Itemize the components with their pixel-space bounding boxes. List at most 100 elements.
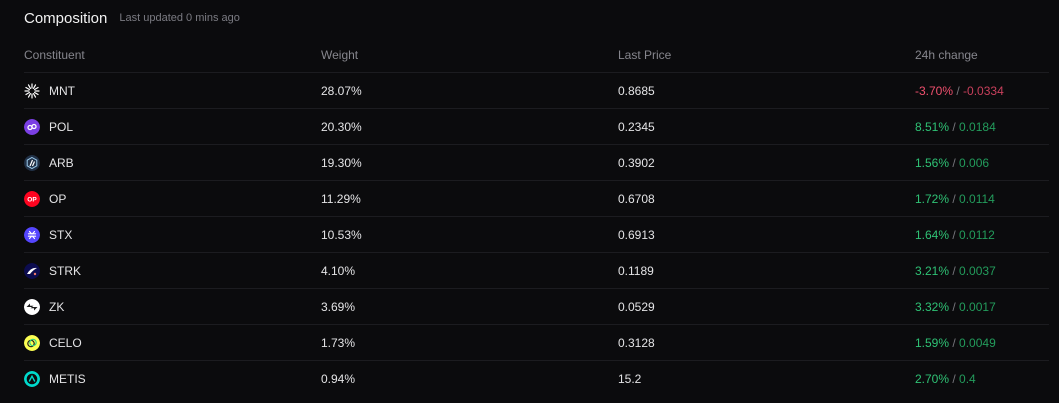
table-row[interactable]: ZK 3.69% 0.0529 3.32% / 0.0017 (24, 288, 1049, 325)
change-cell: 2.70% / 0.4 (915, 360, 1049, 396)
weight-cell: 4.10% (321, 252, 618, 289)
weight-cell: 28.07% (321, 72, 618, 109)
table-row[interactable]: POL 20.30% 0.2345 8.51% / 0.0184 (24, 108, 1049, 145)
constituent-symbol: MNT (49, 83, 75, 98)
change-absolute: -0.0334 (963, 83, 1004, 98)
change-cell: -3.70% / -0.0334 (915, 72, 1049, 109)
change-separator: / (952, 263, 960, 278)
last-price-cell: 15.2 (618, 360, 915, 396)
change-separator: / (952, 335, 960, 350)
table-header-row: Constituent Weight Last Price 24h change (24, 38, 1049, 73)
change-separator: / (952, 299, 960, 314)
change-percent: 1.59% (915, 335, 950, 350)
constituent-symbol: METIS (49, 371, 86, 386)
change-cell: 1.64% / 0.0112 (915, 216, 1049, 253)
weight-cell: 19.30% (321, 144, 618, 181)
constituent-symbol: OP (49, 191, 67, 206)
constituent-cell: ZK (24, 288, 321, 325)
panel-title: Composition (24, 9, 108, 27)
svg-text:OP: OP (27, 196, 37, 203)
last-price-cell: 0.3128 (618, 324, 915, 361)
constituent-symbol: ZK (49, 299, 65, 314)
table-row[interactable]: ARB 19.30% 0.3902 1.56% / 0.006 (24, 144, 1049, 181)
table-row[interactable]: OP OP 11.29% 0.6708 1.72% / 0.0114 (24, 180, 1049, 217)
change-cell: 1.56% / 0.006 (915, 144, 1049, 181)
arb-icon (24, 154, 40, 171)
constituent-cell: OP OP (24, 180, 321, 217)
change-percent: 3.32% (915, 299, 950, 314)
change-absolute: 0.0184 (959, 119, 996, 134)
composition-table: Constituent Weight Last Price 24h change… (24, 38, 1049, 396)
change-absolute: 0.0049 (959, 335, 996, 350)
change-absolute: 0.006 (959, 155, 990, 170)
change-cell: 1.59% / 0.0049 (915, 324, 1049, 361)
change-cell: 1.72% / 0.0114 (915, 180, 1049, 217)
celo-icon (24, 334, 40, 351)
col-constituent[interactable]: Constituent (24, 48, 85, 62)
last-price-cell: 0.6913 (618, 216, 915, 253)
weight-cell: 1.73% (321, 324, 618, 361)
last-price-cell: 0.6708 (618, 180, 915, 217)
weight-cell: 3.69% (321, 288, 618, 325)
constituent-symbol: ARB (49, 155, 74, 170)
change-separator: / (956, 83, 964, 98)
change-percent: 1.56% (915, 155, 950, 170)
constituent-cell: MNT (24, 72, 321, 109)
col-last-price[interactable]: Last Price (618, 48, 672, 62)
last-price-cell: 0.2345 (618, 108, 915, 145)
table-row[interactable]: METIS 0.94% 15.2 2.70% / 0.4 (24, 360, 1049, 396)
change-percent: 8.51% (915, 119, 950, 134)
constituent-symbol: STRK (49, 263, 82, 278)
weight-cell: 0.94% (321, 360, 618, 396)
last-price-cell: 0.8685 (618, 72, 915, 109)
change-separator: / (952, 119, 960, 134)
change-separator: / (952, 227, 960, 242)
table-row[interactable]: STRK 4.10% 0.1189 3.21% / 0.0037 (24, 252, 1049, 289)
change-absolute: 0.0112 (959, 227, 995, 242)
change-cell: 3.21% / 0.0037 (915, 252, 1049, 289)
last-price-cell: 0.3902 (618, 144, 915, 181)
mnt-icon (24, 82, 40, 99)
change-cell: 8.51% / 0.0184 (915, 108, 1049, 145)
constituent-symbol: STX (49, 227, 73, 242)
change-percent: 1.64% (915, 227, 950, 242)
constituent-symbol: POL (49, 119, 74, 134)
weight-cell: 20.30% (321, 108, 618, 145)
strk-icon (24, 262, 40, 279)
last-updated: Last updated 0 mins ago (119, 12, 240, 24)
constituent-symbol: CELO (49, 335, 82, 350)
change-percent: 2.70% (915, 371, 950, 386)
change-absolute: 0.4 (959, 371, 976, 386)
op-icon: OP (24, 190, 40, 207)
change-separator: / (952, 155, 960, 170)
constituent-cell: POL (24, 108, 321, 145)
change-absolute: 0.0017 (959, 299, 996, 314)
col-weight[interactable]: Weight (321, 48, 359, 62)
zk-icon (24, 298, 40, 315)
change-absolute: 0.0114 (959, 191, 995, 206)
change-percent: -3.70% (915, 83, 954, 98)
constituent-cell: CELO (24, 324, 321, 361)
change-percent: 3.21% (915, 263, 950, 278)
change-percent: 1.72% (915, 191, 950, 206)
weight-cell: 10.53% (321, 216, 618, 253)
last-price-cell: 0.1189 (618, 252, 915, 289)
table-row[interactable]: MNT 28.07% 0.8685 -3.70% / -0.0334 (24, 72, 1049, 109)
table-row[interactable]: STX 10.53% 0.6913 1.64% / 0.0112 (24, 216, 1049, 253)
col-24h-change[interactable]: 24h change (915, 48, 978, 62)
table-row[interactable]: CELO 1.73% 0.3128 1.59% / 0.0049 (24, 324, 1049, 361)
change-separator: / (952, 191, 960, 206)
constituent-cell: STRK (24, 252, 321, 289)
constituent-cell: METIS (24, 360, 321, 396)
pol-icon (24, 118, 40, 135)
stx-icon (24, 226, 40, 243)
weight-cell: 11.29% (321, 180, 618, 217)
constituent-cell: STX (24, 216, 321, 253)
change-cell: 3.32% / 0.0017 (915, 288, 1049, 325)
last-price-cell: 0.0529 (618, 288, 915, 325)
metis-icon (24, 370, 40, 387)
constituent-cell: ARB (24, 144, 321, 181)
panel-header: Composition Last updated 0 mins ago (24, 0, 1059, 36)
change-absolute: 0.0037 (959, 263, 996, 278)
